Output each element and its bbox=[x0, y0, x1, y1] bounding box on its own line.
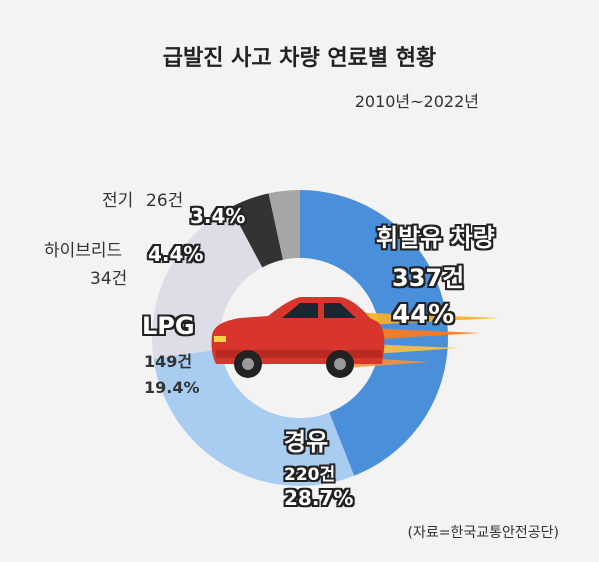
diesel-percent-label: 28.7% bbox=[284, 486, 354, 510]
electric-percent-label: 3.4% bbox=[190, 204, 246, 228]
diesel-count-label: 220건 bbox=[284, 465, 336, 485]
slice-2 bbox=[152, 207, 263, 359]
source-note: (자료=한국교통안전공단) bbox=[407, 525, 559, 541]
car-icon bbox=[211, 297, 500, 378]
gasoline-label: 휘발유 차량 bbox=[376, 224, 495, 252]
gasoline-count-label: 337건 bbox=[392, 264, 465, 292]
electric-label: 전기 bbox=[102, 191, 134, 211]
chart-title: 급발진 사고 차량 연료별 현황 bbox=[162, 46, 437, 71]
lpg-label: LPG bbox=[142, 312, 195, 340]
hybrid-label: 하이브리드 bbox=[44, 241, 123, 261]
lpg-percent-label: 19.4% bbox=[144, 378, 200, 397]
hybrid-count-label: 34건 bbox=[90, 269, 128, 289]
slice-0 bbox=[300, 189, 449, 476]
slice-3 bbox=[230, 193, 284, 268]
diesel-label: 경유 bbox=[284, 428, 329, 456]
electric-count-label: 26건 bbox=[146, 191, 184, 211]
lpg-count-label: 149건 bbox=[144, 352, 193, 371]
hybrid-percent-label: 4.4% bbox=[148, 242, 204, 266]
chart-subtitle-period: 2010년~2022년 bbox=[354, 92, 479, 111]
gasoline-percent-label: 44% bbox=[392, 300, 455, 330]
slice-1 bbox=[153, 349, 355, 486]
slice-4 bbox=[268, 190, 300, 260]
